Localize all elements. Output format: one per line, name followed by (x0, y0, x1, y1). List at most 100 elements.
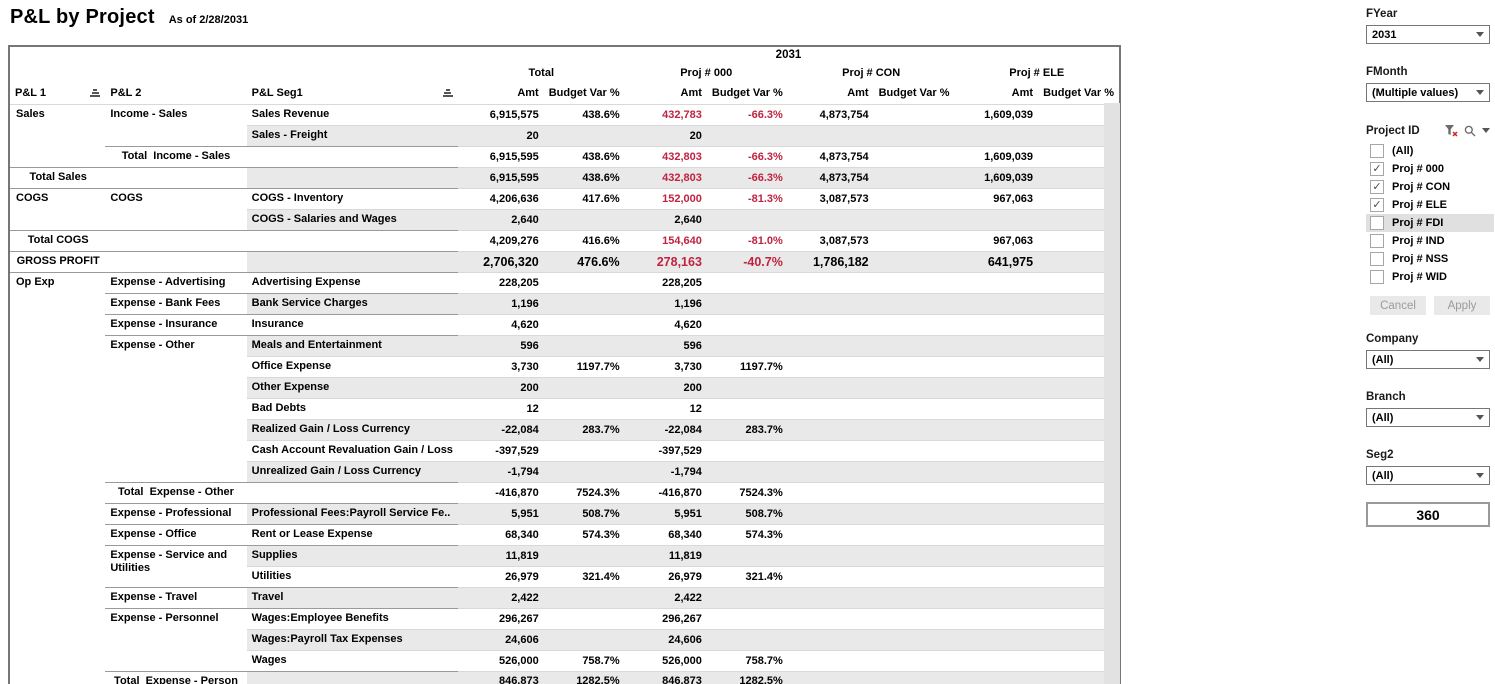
value-cell[interactable]: 6,915,575 (457, 103, 544, 125)
group-header[interactable]: Proj # 000 (624, 63, 788, 83)
project-filter-option[interactable]: Proj # NSS (1366, 250, 1494, 268)
value-cell[interactable] (1038, 397, 1120, 419)
value-cell[interactable]: 596 (457, 334, 544, 356)
group-header[interactable]: Total (457, 63, 625, 83)
value-cell[interactable] (954, 313, 1039, 335)
value-cell[interactable] (873, 376, 955, 398)
value-cell[interactable]: 432,783 (624, 103, 707, 125)
value-cell[interactable]: 321.4% (706, 565, 788, 587)
value-cell[interactable]: 1,609,039 (954, 145, 1039, 167)
value-cell[interactable] (873, 355, 955, 377)
row-label-seg1[interactable] (246, 229, 458, 251)
value-cell[interactable] (1038, 460, 1120, 482)
value-cell[interactable] (787, 355, 874, 377)
value-cell[interactable] (873, 229, 955, 251)
row-label-seg1[interactable]: Advertising Expense (246, 271, 458, 293)
value-cell[interactable] (787, 481, 874, 503)
value-cell[interactable]: 228,205 (457, 271, 544, 293)
value-cell[interactable] (787, 565, 874, 587)
value-cell[interactable]: 4,206,636 (457, 187, 544, 209)
value-cell[interactable]: 574.3% (543, 523, 625, 545)
row-label-pl2[interactable]: Expense - Professional (105, 502, 247, 524)
value-cell[interactable] (873, 334, 955, 356)
value-cell[interactable]: 20 (457, 124, 544, 146)
value-cell[interactable] (1038, 334, 1120, 356)
value-cell[interactable] (543, 376, 625, 398)
measure-header[interactable]: Budget Var % (1038, 83, 1120, 104)
value-cell[interactable] (543, 292, 625, 314)
row-label-pl2[interactable]: Expense - Travel (105, 586, 247, 608)
row-label-seg1[interactable] (246, 250, 458, 272)
value-cell[interactable] (873, 544, 955, 566)
value-cell[interactable] (787, 376, 874, 398)
value-cell[interactable] (787, 586, 874, 608)
value-cell[interactable] (954, 586, 1039, 608)
value-cell[interactable] (954, 649, 1039, 671)
value-cell[interactable] (954, 355, 1039, 377)
value-cell[interactable] (873, 250, 955, 272)
checkbox[interactable]: ✓ (1370, 180, 1384, 194)
value-cell[interactable] (1038, 124, 1120, 146)
value-cell[interactable] (1038, 145, 1120, 167)
value-cell[interactable]: 283.7% (543, 418, 625, 440)
row-label-pl2[interactable]: Expense - Office (105, 523, 247, 545)
value-cell[interactable]: 4,620 (457, 313, 544, 335)
value-cell[interactable] (954, 376, 1039, 398)
value-cell[interactable]: 5,951 (624, 502, 707, 524)
value-cell[interactable]: 417.6% (543, 187, 625, 209)
row-label-pl2[interactable]: Expense - Other (105, 334, 247, 482)
value-cell[interactable]: 2,422 (624, 586, 707, 608)
value-cell[interactable]: -22,084 (457, 418, 544, 440)
row-label-seg1[interactable]: Bank Service Charges (246, 292, 458, 314)
value-cell[interactable]: 526,000 (457, 649, 544, 671)
row-label-seg1[interactable]: Other Expense (246, 376, 458, 398)
value-cell[interactable]: 967,063 (954, 187, 1039, 209)
value-cell[interactable] (543, 439, 625, 461)
value-cell[interactable]: 7524.3% (543, 481, 625, 503)
value-cell[interactable]: 26,979 (457, 565, 544, 587)
checkbox[interactable]: ✓ (1370, 162, 1384, 176)
value-cell[interactable] (706, 376, 788, 398)
value-cell[interactable]: 1,786,182 (787, 250, 874, 272)
value-cell[interactable] (1038, 250, 1120, 272)
row-label-seg1[interactable]: Insurance (246, 313, 458, 335)
value-cell[interactable] (706, 460, 788, 482)
value-cell[interactable] (543, 397, 625, 419)
value-cell[interactable]: -416,870 (457, 481, 544, 503)
row-label-pl2[interactable] (105, 250, 247, 272)
value-cell[interactable]: 24,606 (624, 628, 707, 650)
row-label-pl1[interactable]: GROSS PROFIT (9, 250, 106, 272)
project-filter-option[interactable]: ✓ Proj # CON (1366, 178, 1494, 196)
value-cell[interactable]: 12 (624, 397, 707, 419)
value-cell[interactable]: -66.3% (706, 145, 788, 167)
measure-header[interactable]: Budget Var % (543, 83, 625, 104)
vertical-scrollbar[interactable] (1104, 103, 1120, 684)
value-cell[interactable] (1038, 313, 1120, 335)
fyear-dropdown[interactable]: 2031 (1366, 25, 1490, 44)
row-label-seg1[interactable]: Bad Debts (246, 397, 458, 419)
value-cell[interactable]: 4,620 (624, 313, 707, 335)
value-cell[interactable] (1038, 544, 1120, 566)
value-cell[interactable]: 432,803 (624, 166, 707, 188)
value-cell[interactable] (787, 208, 874, 230)
row-label-pl2[interactable]: Expense - Advertising (105, 271, 247, 293)
value-cell[interactable]: 3,730 (457, 355, 544, 377)
row-label-seg1[interactable]: Cash Account Revaluation Gain / Loss (246, 439, 458, 461)
value-cell[interactable]: 4,873,754 (787, 145, 874, 167)
value-cell[interactable] (954, 628, 1039, 650)
value-cell[interactable] (873, 187, 955, 209)
row-label-pl2[interactable]: Expense - Insurance (105, 313, 247, 335)
value-cell[interactable]: 3,087,573 (787, 229, 874, 251)
value-cell[interactable] (543, 124, 625, 146)
value-cell[interactable]: 321.4% (543, 565, 625, 587)
value-cell[interactable] (954, 292, 1039, 314)
value-cell[interactable]: 296,267 (457, 607, 544, 629)
value-cell[interactable] (706, 586, 788, 608)
group-header[interactable]: Proj # ELE (954, 63, 1120, 83)
value-cell[interactable] (954, 397, 1039, 419)
value-cell[interactable]: 200 (457, 376, 544, 398)
row-label-seg1[interactable]: Wages:Payroll Tax Expenses (246, 628, 458, 650)
value-cell[interactable] (706, 208, 788, 230)
value-cell[interactable]: 4,209,276 (457, 229, 544, 251)
value-cell[interactable]: 1282.5% (706, 670, 788, 684)
